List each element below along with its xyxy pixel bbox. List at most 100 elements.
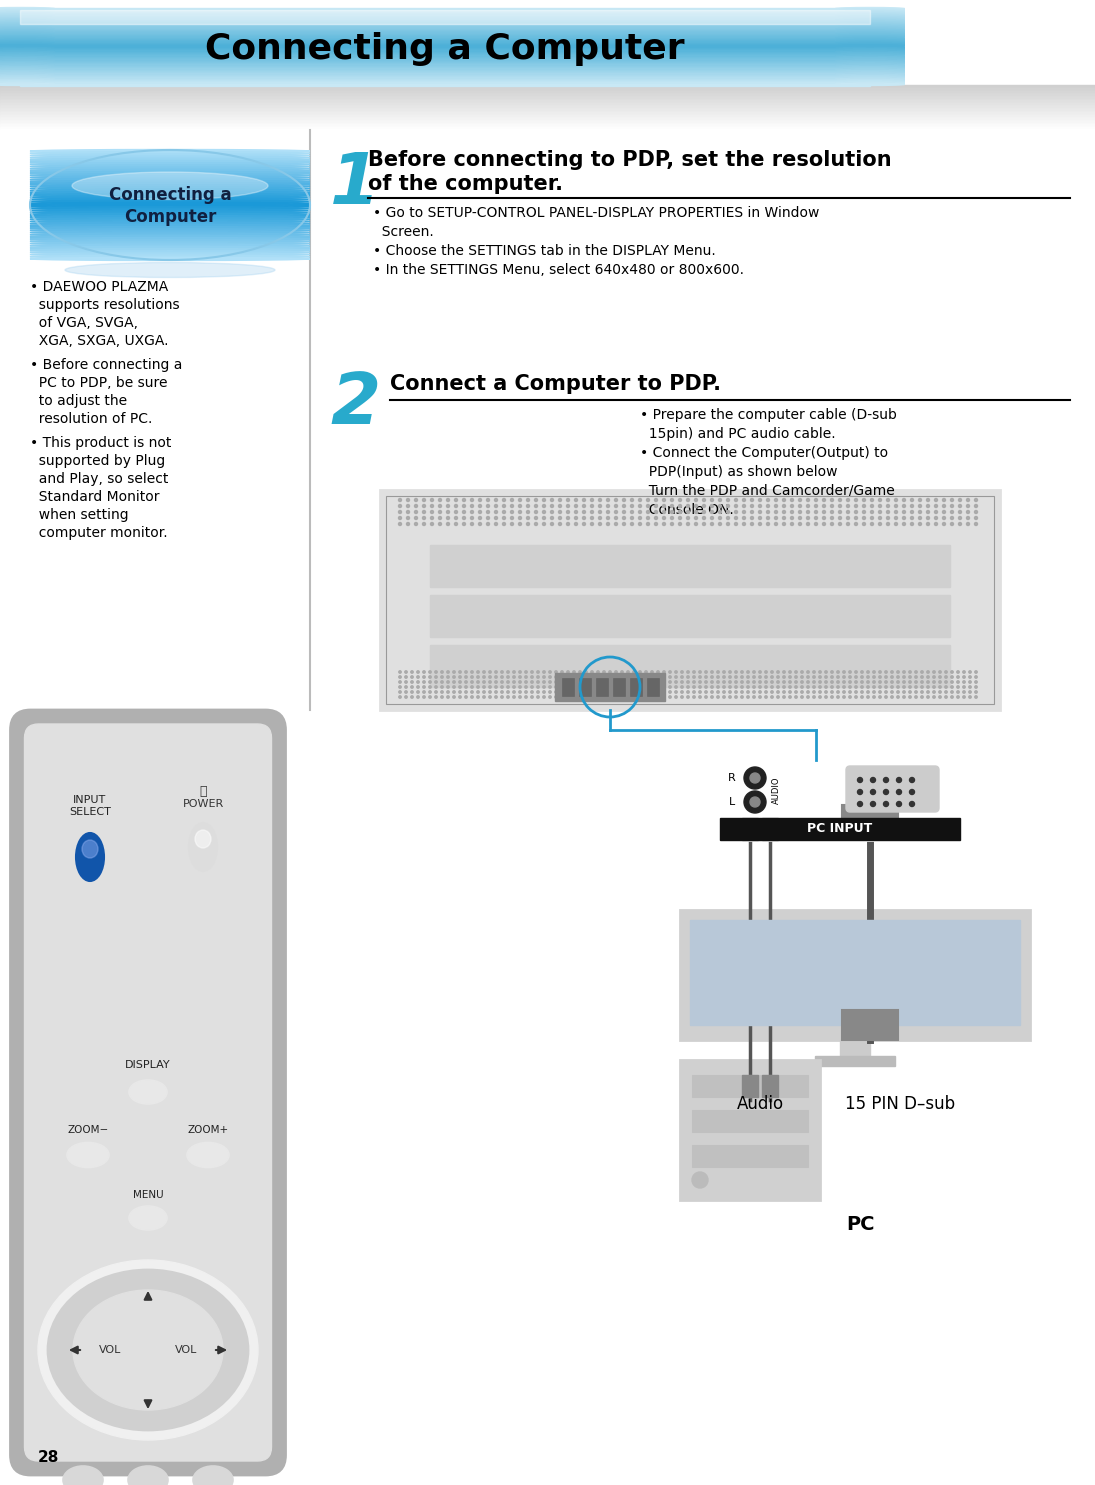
- Circle shape: [723, 696, 725, 698]
- Circle shape: [447, 671, 449, 673]
- Circle shape: [670, 511, 673, 514]
- Circle shape: [902, 505, 906, 508]
- Ellipse shape: [30, 184, 310, 189]
- Circle shape: [837, 696, 839, 698]
- Ellipse shape: [0, 16, 55, 19]
- Circle shape: [603, 671, 606, 673]
- Circle shape: [933, 691, 935, 693]
- Circle shape: [495, 523, 497, 526]
- Circle shape: [812, 680, 815, 683]
- Circle shape: [537, 696, 539, 698]
- Circle shape: [510, 523, 514, 526]
- Circle shape: [741, 696, 744, 698]
- Circle shape: [800, 686, 804, 688]
- Circle shape: [735, 671, 737, 673]
- Circle shape: [622, 523, 625, 526]
- Ellipse shape: [0, 70, 55, 71]
- Circle shape: [975, 686, 977, 688]
- Circle shape: [435, 691, 437, 693]
- Circle shape: [609, 676, 611, 679]
- Circle shape: [726, 499, 729, 502]
- Ellipse shape: [0, 40, 55, 42]
- Bar: [815, 1056, 895, 1066]
- Circle shape: [774, 523, 777, 526]
- Circle shape: [441, 686, 443, 688]
- Bar: [20, 45, 871, 48]
- Circle shape: [486, 517, 489, 520]
- Ellipse shape: [0, 15, 55, 18]
- Text: MENU: MENU: [132, 1189, 163, 1200]
- Circle shape: [747, 696, 749, 698]
- Circle shape: [945, 696, 947, 698]
- Circle shape: [566, 499, 569, 502]
- Circle shape: [657, 671, 659, 673]
- Circle shape: [399, 696, 401, 698]
- Circle shape: [507, 676, 509, 679]
- Circle shape: [430, 523, 434, 526]
- Circle shape: [822, 511, 826, 514]
- Ellipse shape: [0, 31, 55, 34]
- Circle shape: [531, 691, 533, 693]
- Circle shape: [479, 517, 482, 520]
- Circle shape: [495, 691, 497, 693]
- Circle shape: [471, 499, 473, 502]
- Circle shape: [849, 676, 851, 679]
- Text: • Before connecting a: • Before connecting a: [30, 358, 183, 373]
- Circle shape: [846, 499, 850, 502]
- Circle shape: [895, 499, 898, 502]
- Text: when setting: when setting: [30, 508, 128, 523]
- Circle shape: [718, 523, 722, 526]
- Text: Screen.: Screen.: [373, 226, 434, 239]
- Text: and Play, so select: and Play, so select: [30, 472, 169, 486]
- Circle shape: [453, 680, 456, 683]
- Ellipse shape: [835, 55, 904, 58]
- Circle shape: [897, 680, 899, 683]
- Circle shape: [441, 691, 443, 693]
- Circle shape: [567, 696, 569, 698]
- Circle shape: [788, 676, 792, 679]
- Circle shape: [479, 511, 482, 514]
- Circle shape: [815, 511, 818, 514]
- Circle shape: [573, 676, 575, 679]
- Circle shape: [957, 680, 959, 683]
- Circle shape: [655, 523, 657, 526]
- Circle shape: [891, 696, 894, 698]
- Ellipse shape: [835, 70, 904, 71]
- Ellipse shape: [835, 79, 904, 80]
- Circle shape: [943, 505, 945, 508]
- Bar: [20, 48, 871, 49]
- Circle shape: [579, 686, 581, 688]
- Circle shape: [441, 696, 443, 698]
- Text: PC: PC: [845, 1215, 874, 1234]
- Circle shape: [950, 505, 954, 508]
- Circle shape: [911, 523, 913, 526]
- Circle shape: [650, 691, 654, 693]
- Circle shape: [771, 691, 773, 693]
- Ellipse shape: [0, 25, 55, 28]
- Circle shape: [759, 517, 761, 520]
- Bar: [20, 77, 871, 79]
- Bar: [20, 73, 871, 74]
- Circle shape: [537, 680, 539, 683]
- Circle shape: [839, 499, 841, 502]
- Circle shape: [519, 680, 521, 683]
- Circle shape: [488, 686, 492, 688]
- Ellipse shape: [0, 18, 55, 21]
- Circle shape: [926, 691, 930, 693]
- Circle shape: [703, 505, 705, 508]
- Circle shape: [585, 671, 587, 673]
- Circle shape: [861, 696, 863, 698]
- Circle shape: [555, 696, 557, 698]
- Circle shape: [483, 676, 485, 679]
- Ellipse shape: [129, 1080, 168, 1103]
- Bar: [0, 122, 1095, 125]
- Circle shape: [549, 696, 551, 698]
- Ellipse shape: [30, 257, 310, 260]
- Circle shape: [958, 523, 961, 526]
- Bar: [20, 31, 871, 33]
- Ellipse shape: [65, 263, 275, 278]
- Circle shape: [807, 517, 809, 520]
- Circle shape: [459, 676, 461, 679]
- Circle shape: [735, 686, 737, 688]
- Bar: [20, 49, 871, 50]
